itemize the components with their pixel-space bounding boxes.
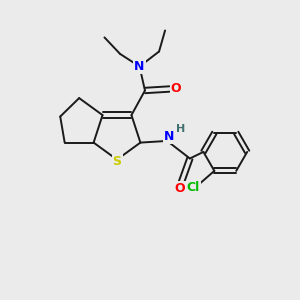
Text: S: S xyxy=(112,154,122,168)
Text: Cl: Cl xyxy=(187,182,200,194)
Text: O: O xyxy=(175,182,185,195)
Text: H: H xyxy=(176,124,185,134)
Text: N: N xyxy=(134,60,145,73)
Text: O: O xyxy=(171,82,182,95)
Text: N: N xyxy=(164,130,174,143)
